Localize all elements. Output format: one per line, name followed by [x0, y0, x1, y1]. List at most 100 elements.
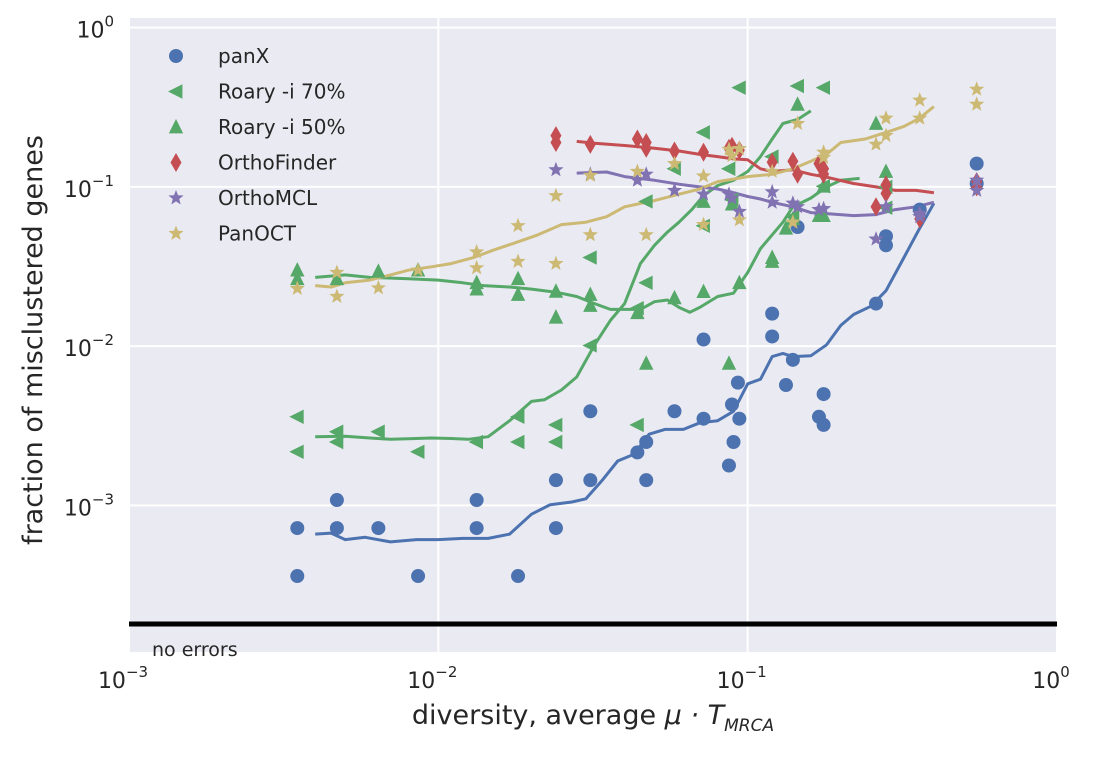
- legend-item-panx: panX: [169, 44, 270, 68]
- data-point-roary-i-50: [548, 309, 564, 324]
- data-point-orthofinder: [787, 151, 799, 171]
- data-point-orthomcl: [721, 186, 737, 201]
- series-panoct: [289, 81, 985, 303]
- data-point-orthomcl: [638, 166, 654, 181]
- data-point-panoct: [764, 163, 780, 178]
- legend-label: OrthoMCL: [218, 186, 318, 210]
- data-point-panx: [548, 521, 563, 536]
- tick-exponent: −2: [435, 663, 457, 681]
- data-point-panx: [583, 473, 598, 488]
- data-point-panoct: [878, 127, 894, 143]
- data-point-roary-i-50: [778, 220, 794, 235]
- tick-exponent: −2: [92, 331, 114, 349]
- tick-base: 10: [98, 669, 126, 694]
- data-point-panoct: [582, 226, 598, 242]
- data-point-orthomcl: [969, 172, 985, 187]
- data-point-panoct: [816, 149, 832, 164]
- x-tick-label: 10−2: [407, 663, 457, 694]
- data-point-orthofinder: [870, 197, 882, 217]
- data-point-roary-i-50: [696, 193, 711, 208]
- tick-exponent: 0: [104, 13, 114, 31]
- data-point-panoct: [731, 212, 747, 227]
- data-point-panoct: [878, 110, 894, 125]
- data-point-roary-i-50: [696, 283, 711, 299]
- data-point-panx: [630, 445, 645, 460]
- data-point-roary-i-70: [731, 80, 746, 95]
- data-point-panx: [765, 306, 780, 321]
- tick-exponent: −1: [745, 663, 767, 681]
- data-point-orthofinder: [880, 183, 892, 203]
- x-axis-label-text: diversity, average: [412, 700, 665, 731]
- data-point-panoct: [548, 187, 564, 203]
- data-point-orthomcl: [731, 203, 747, 218]
- data-point-roary-i-50: [639, 355, 654, 370]
- series-panx: [290, 156, 984, 584]
- legend-item-panoct: PanOCT: [168, 222, 297, 246]
- series-orthofinder: [550, 126, 983, 229]
- data-point-roary-i-70: [815, 80, 831, 95]
- data-point-panx: [725, 397, 740, 412]
- data-point-roary-i-70: [547, 417, 563, 433]
- data-point-orthomcl: [764, 183, 780, 199]
- data-point-panx: [726, 435, 741, 450]
- tick-base: 10: [64, 178, 92, 203]
- data-point-panx: [721, 458, 736, 473]
- data-points: [289, 78, 985, 584]
- data-point-roary-i-50: [583, 286, 598, 301]
- data-point-roary-i-70: [370, 424, 385, 439]
- legend-item-orthomcl: OrthoMCL: [168, 186, 318, 210]
- data-point-panoct: [582, 167, 598, 182]
- data-point-roary-i-50: [290, 262, 305, 277]
- data-point-orthofinder: [631, 129, 643, 149]
- data-point-orthofinder: [584, 134, 596, 154]
- y-tick-label: 10−3: [64, 490, 114, 521]
- tick-exponent: −1: [92, 172, 114, 190]
- data-point-panoct: [695, 168, 712, 183]
- data-point-roary-i-70: [720, 161, 736, 176]
- data-point-orthomcl: [790, 198, 806, 214]
- data-point-roary-i-70: [789, 78, 804, 94]
- data-point-panx: [511, 569, 526, 584]
- data-point-orthofinder: [698, 142, 710, 162]
- data-point-panx: [548, 473, 563, 488]
- data-point-orthomcl: [666, 182, 683, 197]
- legend-item-orthofinder: OrthoFinder: [170, 151, 337, 175]
- data-point-panx: [878, 238, 893, 253]
- data-point-roary-i-50: [732, 274, 747, 290]
- data-point-roary-i-70: [638, 194, 653, 209]
- data-point-orthomcl: [629, 172, 645, 187]
- data-point-panx: [765, 329, 780, 344]
- data-point-orthofinder: [792, 164, 804, 184]
- data-point-roary-i-50: [764, 253, 780, 268]
- tick-base: 10: [717, 669, 745, 694]
- data-point-panx: [667, 404, 682, 419]
- data-point-panx: [411, 569, 426, 584]
- data-point-orthofinder: [668, 141, 680, 161]
- data-point-panoct: [790, 115, 806, 130]
- data-point-roary-i-50: [721, 355, 737, 370]
- data-point-roary-i-70: [638, 275, 653, 290]
- tick-base: 10: [407, 669, 435, 694]
- data-point-panoct: [370, 279, 386, 295]
- data-point-roary-i-50: [583, 297, 598, 312]
- data-point-panx: [639, 473, 654, 488]
- data-point-roary-i-70: [629, 417, 644, 433]
- trend-line-roary-i-70: [315, 109, 812, 441]
- data-point-panx: [730, 375, 745, 390]
- y-axis-label: fraction of misclustered genes: [18, 135, 49, 545]
- data-point-panoct: [721, 141, 737, 156]
- data-point-roary-i-50: [630, 304, 645, 320]
- data-point-panx: [778, 378, 793, 393]
- data-point-panoct: [868, 136, 884, 151]
- data-point-roary-i-70: [695, 125, 710, 140]
- data-point-panx: [583, 404, 598, 419]
- y-tick-label: 10−2: [64, 331, 114, 362]
- data-point-panx: [329, 493, 344, 508]
- data-point-panx: [816, 417, 831, 432]
- data-point-roary-i-70: [582, 338, 597, 353]
- no-errors-label: no errors: [152, 639, 238, 661]
- x-axis-label-math: μ · T: [664, 700, 727, 731]
- data-point-orthomcl: [969, 182, 985, 197]
